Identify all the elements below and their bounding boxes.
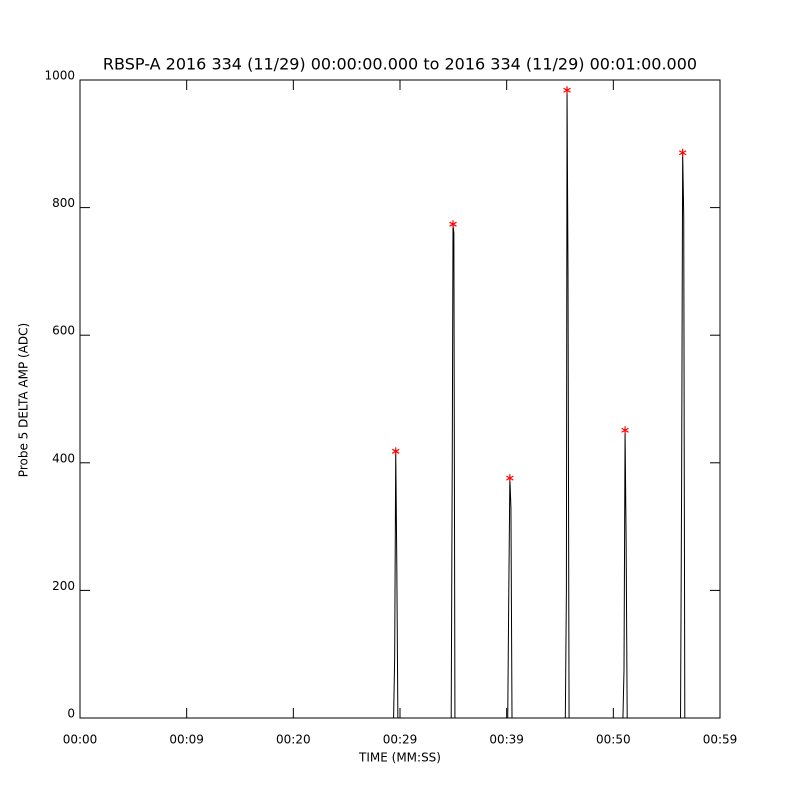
x-tick-label: 00:59 [703, 733, 738, 747]
x-tick-label: 00:39 [489, 733, 524, 747]
y-tick-label: 800 [52, 196, 75, 210]
x-axis-title: TIME (MM:SS) [358, 751, 441, 765]
y-tick-label: 600 [52, 324, 75, 338]
y-tick-label: 400 [52, 451, 75, 465]
peak-marker [621, 426, 629, 435]
y-axis-title: Probe 5 DELTA AMP (ADC) [17, 323, 31, 477]
x-tick-label: 00:09 [169, 733, 204, 747]
x-tick-label: 00:29 [383, 733, 418, 747]
y-tick-label: 0 [67, 707, 75, 721]
peak-marker [391, 447, 400, 456]
x-tick-label: 00:00 [63, 733, 98, 747]
peak-marker [563, 86, 571, 95]
y-tick-label: 200 [52, 579, 75, 593]
x-tick-label: 00:50 [596, 733, 631, 747]
peak-marker [449, 220, 457, 229]
chart-title: RBSP-A 2016 334 (11/29) 00:00:00.000 to … [103, 55, 697, 74]
x-tick-label: 00:20 [276, 733, 311, 747]
peak-marker [506, 474, 514, 483]
peak-marker [678, 148, 687, 157]
y-tick-label: 1000 [44, 69, 75, 83]
data-line [80, 90, 720, 719]
